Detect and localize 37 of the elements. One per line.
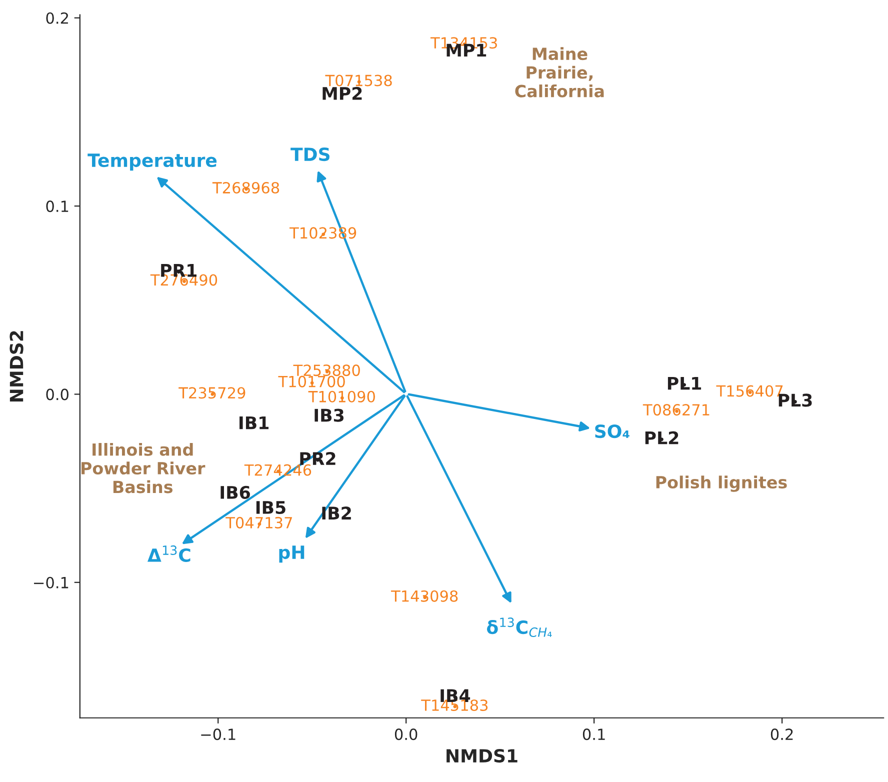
y-axis-title: NMDS2 bbox=[10, 331, 24, 402]
data-label: IB3 bbox=[314, 408, 344, 422]
annotation: SO₄ bbox=[595, 424, 630, 438]
y-tick-label: −0.1 bbox=[34, 576, 68, 588]
x-axis-title: NMDS1 bbox=[446, 748, 518, 763]
annotation: Polish lignites bbox=[656, 476, 787, 492]
data-label: PL2 bbox=[645, 431, 678, 444]
data-label: IB6 bbox=[220, 486, 250, 499]
data-label: T101700 bbox=[278, 376, 345, 388]
data-label: T145183 bbox=[421, 699, 488, 712]
data-label: T268968 bbox=[212, 182, 280, 194]
data-label: T253880 bbox=[293, 364, 360, 376]
annotation: Maine Prairie, California bbox=[515, 47, 604, 98]
data-label: IB1 bbox=[240, 416, 268, 430]
data-label: IB5 bbox=[256, 501, 286, 514]
y-tick-label: 0.1 bbox=[46, 200, 68, 212]
x-tick-label: 0.2 bbox=[770, 728, 793, 740]
data-label: T086271 bbox=[642, 404, 710, 416]
data-label: PL1 bbox=[668, 376, 702, 390]
data-label: T143098 bbox=[391, 590, 458, 602]
annotation: Temperature bbox=[88, 154, 217, 171]
data-label: MP2 bbox=[322, 86, 362, 100]
y-tick-label: 0.2 bbox=[46, 12, 68, 24]
annotation: Illinois and Powder River Basins bbox=[82, 442, 206, 494]
annotation: TDS bbox=[290, 147, 330, 162]
data-label: IB4 bbox=[440, 689, 470, 702]
x-tick-label: −0.1 bbox=[201, 728, 236, 740]
annotation: Δ$^{13}$C bbox=[148, 545, 190, 562]
data-label: T235729 bbox=[178, 387, 246, 399]
annotation: pH bbox=[279, 546, 304, 563]
data-label: T047137 bbox=[226, 516, 292, 528]
annotation: δ$^{13}$C$_{CH₄}$ bbox=[486, 618, 552, 637]
y-tick-label: 0.0 bbox=[46, 388, 68, 400]
data-label: T101090 bbox=[308, 390, 375, 402]
x-tick-label: 0.0 bbox=[394, 728, 418, 740]
data-label: T071538 bbox=[325, 74, 392, 86]
x-tick-label: 0.1 bbox=[582, 728, 605, 740]
